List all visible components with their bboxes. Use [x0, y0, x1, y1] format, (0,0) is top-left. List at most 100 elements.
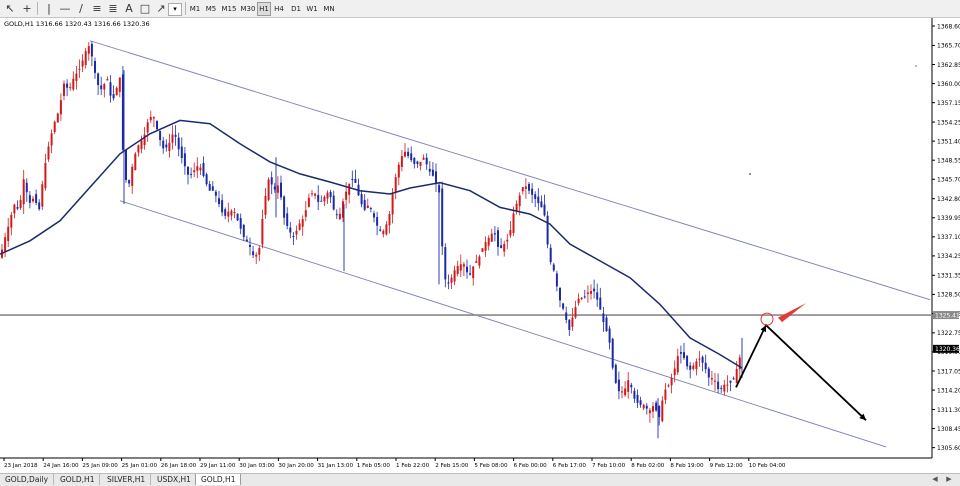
candle-bull [484, 242, 487, 251]
candle-bear [273, 186, 276, 190]
candle-bull [462, 264, 465, 267]
price-axis: 1368.60 1365.70 1362.85 1360.00 1357.15 1354.… [932, 23, 960, 452]
tab-usdx-h1[interactable]: USDX,H1 [152, 474, 197, 485]
candle-bear [280, 182, 282, 198]
candle-bull [103, 84, 106, 90]
text-icon[interactable]: A [125, 2, 133, 15]
candle-bull [590, 291, 592, 294]
price-tick-label: 1317.05 [937, 368, 960, 375]
candle-bear [428, 168, 431, 172]
candle-bear [112, 94, 115, 99]
candle-bull [307, 197, 310, 207]
price-tick-label: 1360.00 [937, 81, 960, 88]
vertical-line-icon[interactable]: | [47, 2, 51, 15]
candle-bull [404, 151, 406, 157]
candle-bear [317, 195, 320, 202]
time-axis: 23 Jan 2018 24 Jan 16:00 25 Jan 09:00 25 Ja… [3, 458, 786, 469]
candle-bear [425, 157, 428, 165]
timeframe-mn[interactable]: MN [323, 5, 335, 13]
crosshair-icon[interactable]: + [22, 2, 32, 15]
candle-bear [683, 352, 685, 358]
price-tick-label: 1314.20 [937, 387, 960, 394]
candle-bull [196, 166, 199, 171]
timeframe-m5[interactable]: M5 [205, 5, 217, 13]
candle-bull [723, 384, 726, 392]
price-chart: 1368.60 1365.70 1362.85 1360.00 1357.15 1354.… [0, 18, 960, 469]
candle-bear [165, 144, 168, 148]
candle-bull [652, 406, 654, 412]
tab-gold-h1[interactable]: GOLD,H1 [55, 474, 101, 485]
price-tick-label: 1305.60 [937, 445, 960, 452]
candle-bull [667, 385, 670, 387]
horizontal-line-icon[interactable]: — [59, 2, 71, 15]
price-tick-label: 1322.75 [937, 330, 960, 337]
candle-bear [717, 381, 720, 390]
candle-bear [534, 194, 537, 199]
candle-bull [4, 237, 7, 252]
candle-bull [69, 87, 72, 89]
candle-bull [118, 77, 121, 92]
candle-bull [338, 213, 341, 220]
timeframe-m15[interactable]: M15 [221, 5, 237, 13]
tab-gold-daily[interactable]: GOLD,Daily [0, 474, 55, 485]
candle-bull [143, 134, 146, 146]
candle-bull [345, 191, 348, 200]
channel-icon[interactable]: ≡ [92, 2, 102, 15]
candle-bear [602, 313, 605, 323]
candle-bear [416, 161, 419, 164]
chevron-down-icon[interactable]: ▾ [168, 3, 182, 16]
tab-silver-h1[interactable]: SILVER,H1 [102, 474, 152, 485]
candle-bear [224, 209, 227, 216]
timeframe-h4[interactable]: H4 [274, 5, 284, 13]
arrows-icon[interactable]: ↗ [156, 2, 166, 15]
chart-area[interactable]: 1368.60 1365.70 1362.85 1360.00 1357.15 1354.… [0, 18, 960, 473]
toolbar: ↖ + | — ∕ ≡ ≣ A □ ↗ ▾ M1 M5 M15 M30 H1 H… [0, 0, 960, 18]
tab-scroll-right-icon[interactable]: ▶ [946, 475, 952, 483]
time-tick-label: 9 Feb 12:00 [710, 463, 744, 469]
candle-bear [593, 288, 596, 292]
stray-dot [915, 65, 917, 67]
candle-bull [149, 117, 152, 121]
candle-bull [311, 193, 313, 195]
candle-bear [245, 239, 248, 242]
fibonacci-icon[interactable]: ≣ [108, 2, 118, 15]
tab-scroll-left-icon[interactable]: ◀ [932, 475, 938, 483]
candle-bear [187, 166, 189, 175]
label-icon[interactable]: □ [139, 2, 151, 15]
time-tick-label: 10 Feb 04:00 [749, 463, 786, 469]
candle-bull [490, 233, 493, 242]
candle-bear [214, 191, 217, 196]
candle-bear [466, 266, 468, 273]
timeframe-m30[interactable]: M30 [240, 5, 256, 13]
candle-bull [32, 198, 34, 202]
price-tick-label: 1354.25 [937, 119, 960, 126]
timeframe-h1[interactable]: H1 [257, 2, 271, 16]
candle-bear [720, 387, 723, 389]
cursor-icon[interactable]: ↖ [5, 2, 15, 15]
timeframe-d1[interactable]: D1 [291, 5, 301, 13]
candle-bear [596, 292, 599, 300]
candle-bull [385, 224, 388, 235]
forecast-drawing [735, 303, 867, 421]
candle-bull [515, 203, 518, 211]
candle-bull [295, 230, 298, 235]
candle-bull [571, 317, 574, 327]
candles [1, 41, 743, 439]
candle-bull [56, 113, 59, 123]
price-tick-label: 1348.55 [937, 158, 960, 165]
candle-bear [16, 207, 19, 209]
candle-bear [270, 177, 273, 185]
candle-bull [391, 193, 394, 215]
candle-bull [481, 248, 484, 252]
timeframe-m1[interactable]: M1 [189, 5, 201, 13]
candle-bull [624, 388, 627, 396]
candle-bull [193, 170, 196, 173]
candle-bear [35, 194, 38, 203]
price-labels: 1325.41 1320.36 [933, 311, 960, 353]
tab-gold-h1-active[interactable]: GOLD,H1 [195, 474, 242, 485]
timeframe-w1[interactable]: W1 [306, 5, 318, 13]
candle-bear [283, 196, 286, 218]
candle-bear [617, 379, 620, 392]
trendline-icon[interactable]: ∕ [79, 2, 83, 15]
candle-bull [524, 186, 527, 189]
